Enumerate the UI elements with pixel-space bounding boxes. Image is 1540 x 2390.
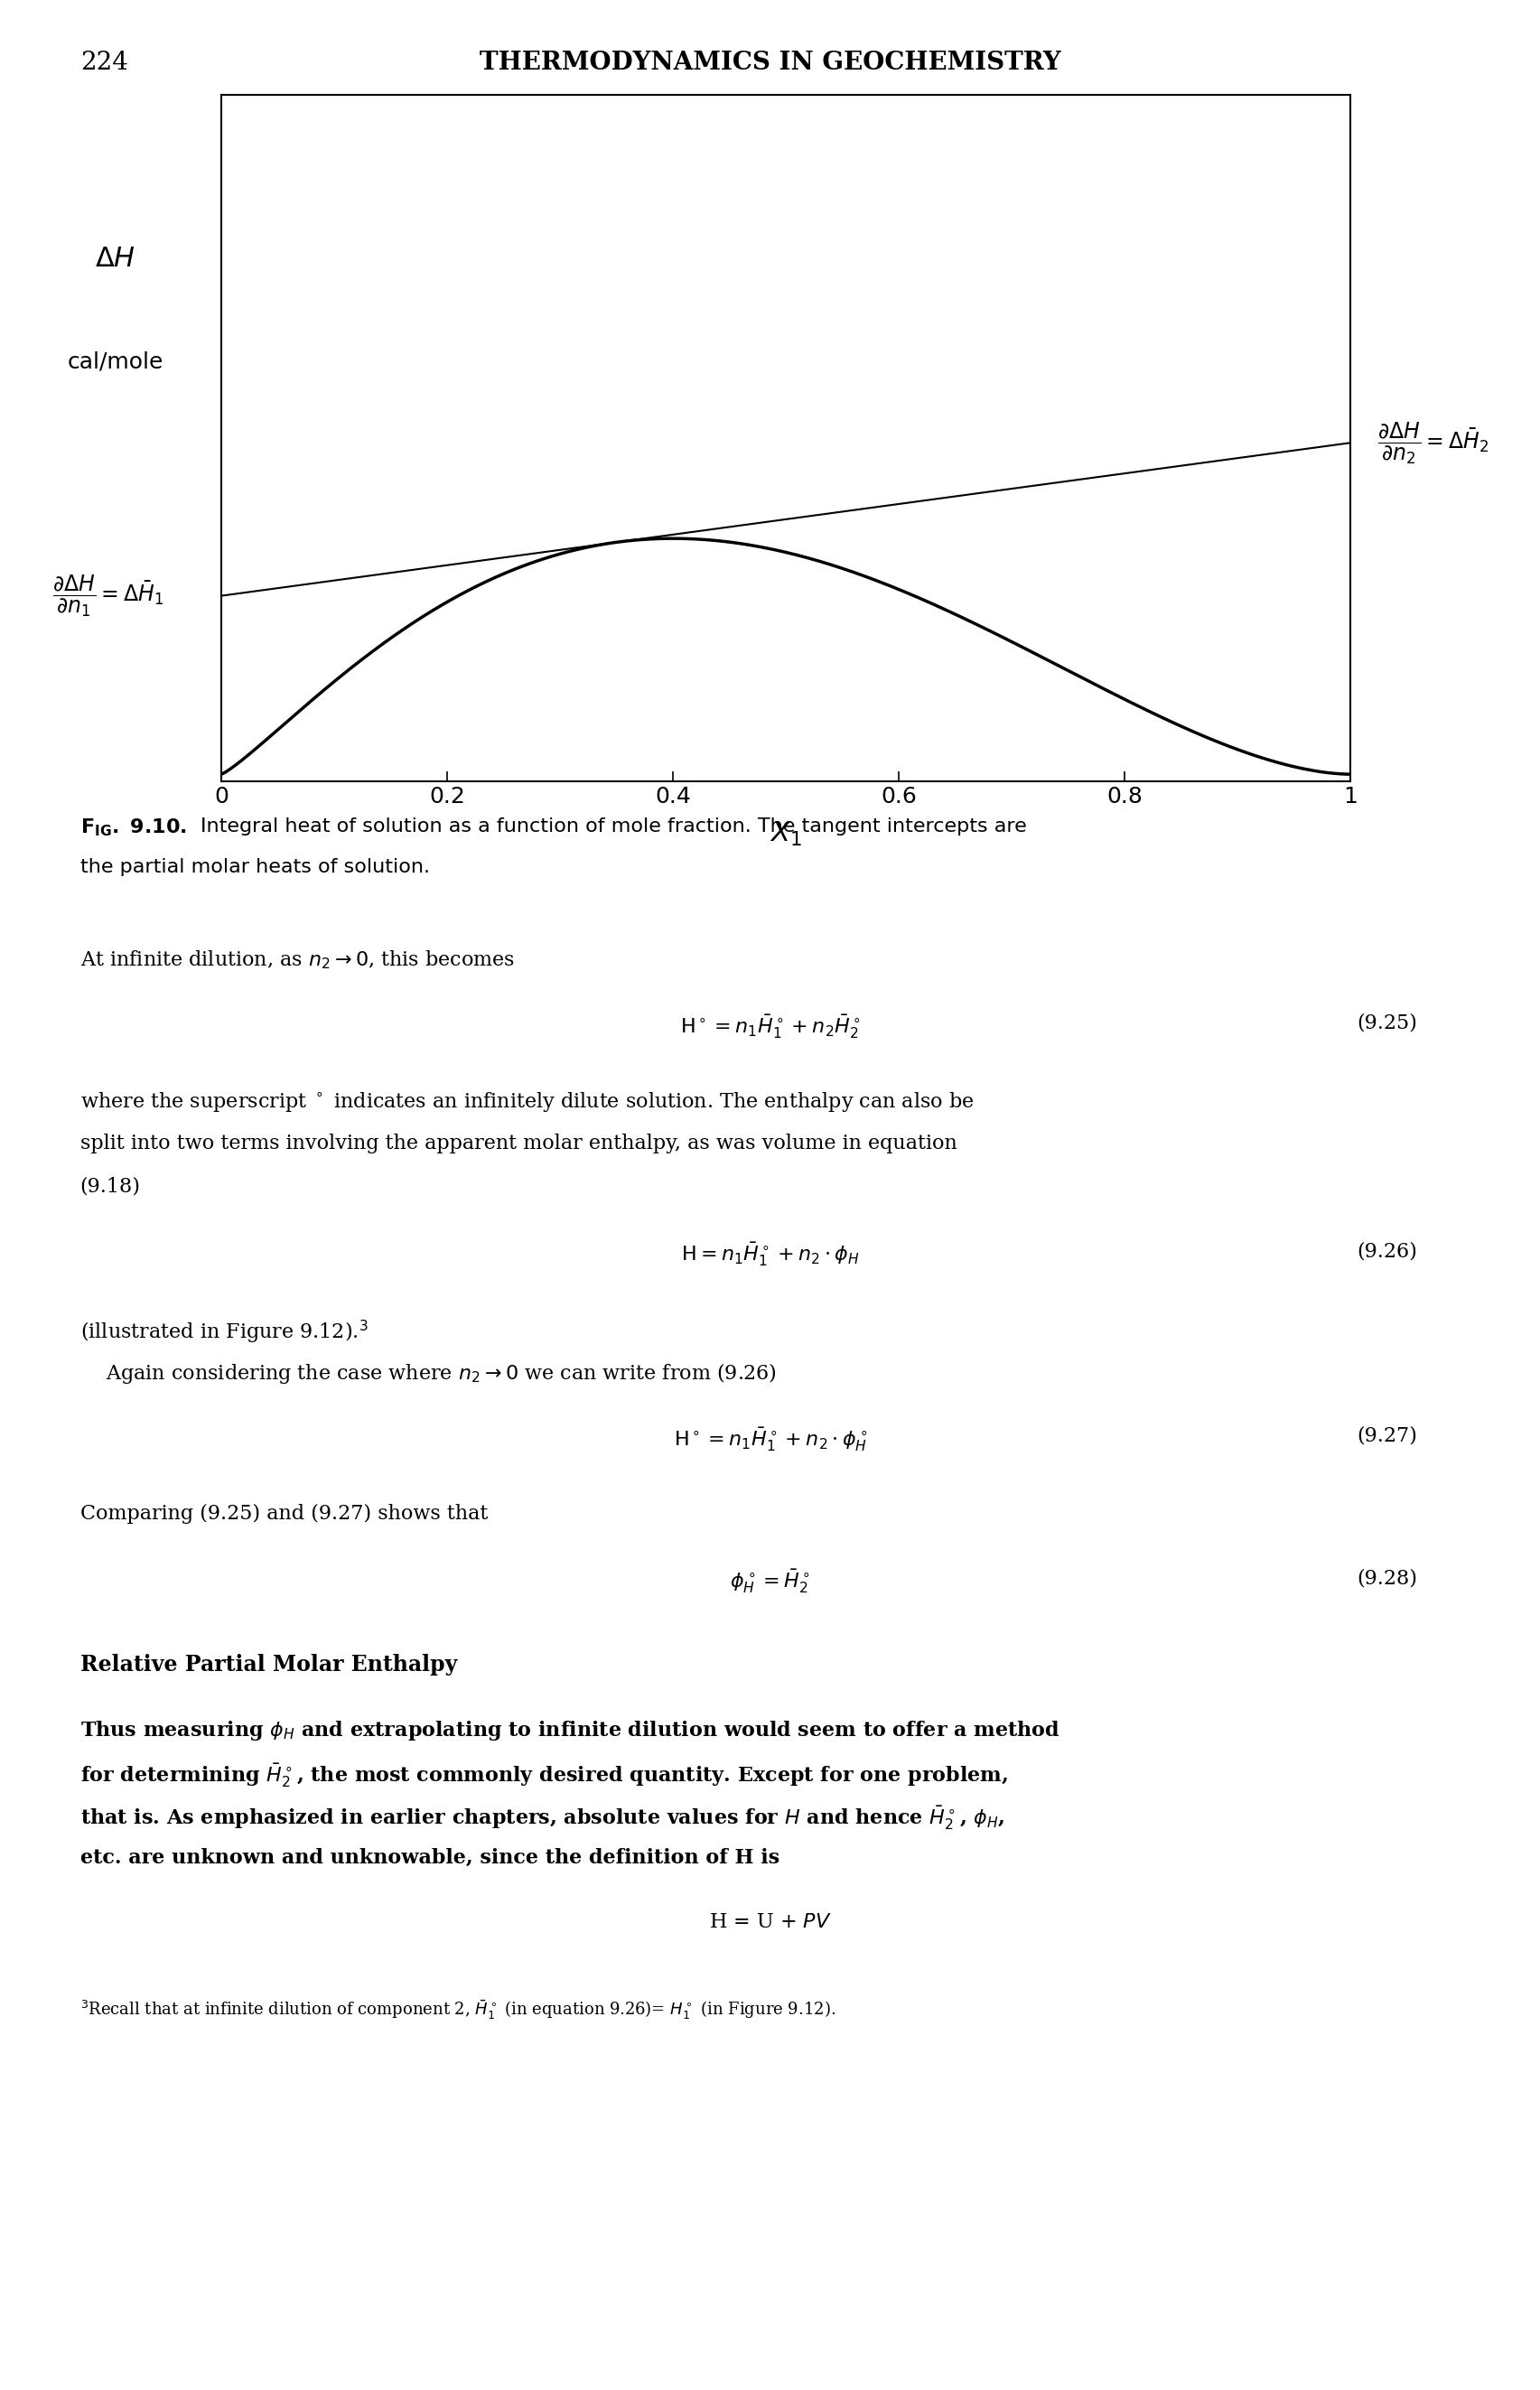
Text: (9.27): (9.27)	[1357, 1427, 1417, 1446]
Text: Thus measuring $\phi_H$ and extrapolating to infinite dilution would seem to off: Thus measuring $\phi_H$ and extrapolatin…	[80, 1718, 1060, 1742]
Text: etc. are unknown and unknowable, since the definition of H is: etc. are unknown and unknowable, since t…	[80, 1847, 779, 1867]
Text: $\mathrm{H} = n_1\bar{H}_1^\circ + n_2 \cdot \phi_H$: $\mathrm{H} = n_1\bar{H}_1^\circ + n_2 \…	[681, 1240, 859, 1269]
Text: (9.25): (9.25)	[1357, 1013, 1417, 1032]
Text: Comparing (9.25) and (9.27) shows that: Comparing (9.25) and (9.27) shows that	[80, 1503, 488, 1522]
Text: cal/mole: cal/mole	[68, 351, 163, 373]
X-axis label: $X_1$: $X_1$	[768, 820, 801, 848]
Text: (9.28): (9.28)	[1357, 1568, 1417, 1587]
Text: for determining $\bar{H}_2^\circ$, the most commonly desired quantity. Except fo: for determining $\bar{H}_2^\circ$, the m…	[80, 1761, 1007, 1790]
Text: $\mathrm{H}^\circ = n_1\bar{H}_1^\circ + n_2 \cdot \phi_H^\circ$: $\mathrm{H}^\circ = n_1\bar{H}_1^\circ +…	[673, 1427, 867, 1453]
Text: THERMODYNAMICS IN GEOCHEMISTRY: THERMODYNAMICS IN GEOCHEMISTRY	[479, 50, 1061, 74]
Text: Relative Partial Molar Enthalpy: Relative Partial Molar Enthalpy	[80, 1654, 457, 1675]
Text: $\dfrac{\partial \Delta H}{\partial n_1}=\Delta\bar{H}_1$: $\dfrac{\partial \Delta H}{\partial n_1}…	[52, 574, 163, 619]
Text: $\mathbf{F}_{\mathbf{IG}}$$\mathbf{.\ 9.10.}$: $\mathbf{F}_{\mathbf{IG}}$$\mathbf{.\ 9.…	[80, 817, 186, 839]
Text: split into two terms involving the apparent molar enthalpy, as was volume in equ: split into two terms involving the appar…	[80, 1133, 956, 1154]
Text: Integral heat of solution as a function of mole fraction. The tangent intercepts: Integral heat of solution as a function …	[200, 817, 1026, 834]
Text: the partial molar heats of solution.: the partial molar heats of solution.	[80, 858, 430, 875]
Text: $^3$Recall that at infinite dilution of component 2, $\bar{H}_1^\circ$ (in equat: $^3$Recall that at infinite dilution of …	[80, 1998, 835, 2022]
Text: $\dfrac{\partial \Delta H}{\partial n_2}=\Delta\bar{H}_2$: $\dfrac{\partial \Delta H}{\partial n_2}…	[1377, 421, 1488, 466]
Text: (9.18): (9.18)	[80, 1176, 140, 1197]
Text: where the superscript $^\circ$ indicates an infinitely dilute solution. The enth: where the superscript $^\circ$ indicates…	[80, 1090, 973, 1114]
Text: that is. As emphasized in earlier chapters, absolute values for $H$ and hence $\: that is. As emphasized in earlier chapte…	[80, 1804, 1004, 1833]
Text: (illustrated in Figure 9.12).$^3$: (illustrated in Figure 9.12).$^3$	[80, 1319, 368, 1346]
Text: H = U + $PV$: H = U + $PV$	[708, 1912, 832, 1931]
Text: 224: 224	[80, 50, 128, 74]
Text: $\Delta H$: $\Delta H$	[95, 246, 136, 272]
Text: $\mathrm{H}^\circ = n_1\bar{H}_1^\circ + n_2\bar{H}_2^\circ$: $\mathrm{H}^\circ = n_1\bar{H}_1^\circ +…	[679, 1013, 861, 1040]
Text: At infinite dilution, as $n_2 \rightarrow 0$, this becomes: At infinite dilution, as $n_2 \rightarro…	[80, 949, 514, 970]
Text: $\phi_H^\circ = \bar{H}_2^\circ$: $\phi_H^\circ = \bar{H}_2^\circ$	[730, 1568, 810, 1597]
Text: (9.26): (9.26)	[1357, 1240, 1417, 1262]
Text: Again considering the case where $n_2 \rightarrow 0$ we can write from (9.26): Again considering the case where $n_2 \r…	[80, 1362, 776, 1386]
